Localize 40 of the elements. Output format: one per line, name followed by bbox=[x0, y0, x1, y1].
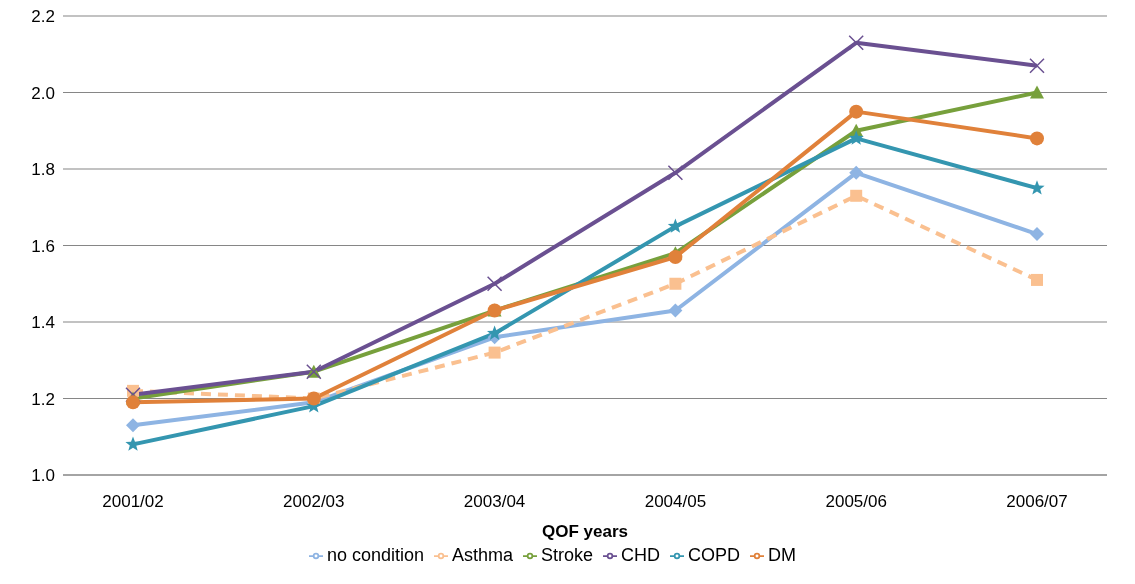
y-tick-label: 1.4 bbox=[31, 313, 55, 333]
point bbox=[849, 104, 864, 119]
y-tick-label: 1.6 bbox=[31, 236, 55, 256]
point bbox=[669, 277, 682, 290]
y-tick-label: 1.8 bbox=[31, 160, 55, 180]
point bbox=[1030, 227, 1044, 242]
point bbox=[848, 35, 864, 51]
legend-label: CHD bbox=[621, 545, 661, 565]
x-axis-title: QOF years bbox=[542, 522, 628, 541]
point bbox=[848, 130, 864, 145]
y-tick-label: 2.2 bbox=[31, 7, 55, 27]
x-tick-label: 2004/05 bbox=[644, 492, 707, 512]
y-tick-label: 1.0 bbox=[31, 466, 55, 486]
y-tick-label: 1.2 bbox=[31, 389, 55, 409]
point bbox=[486, 325, 503, 340]
point bbox=[1029, 57, 1045, 74]
x-tick-label: 2003/04 bbox=[463, 492, 526, 512]
legend-label: COPD bbox=[688, 545, 741, 565]
legend-label: DM bbox=[768, 545, 797, 565]
legend-label: Asthma bbox=[452, 545, 514, 565]
point bbox=[1030, 85, 1044, 99]
point bbox=[126, 395, 140, 410]
point bbox=[1031, 273, 1043, 286]
point bbox=[486, 276, 503, 292]
point bbox=[849, 165, 864, 180]
legend-label: no condition bbox=[326, 545, 424, 565]
x-tick-label: 2005/06 bbox=[825, 492, 887, 512]
legend-label: Stroke bbox=[541, 545, 594, 565]
point bbox=[668, 249, 683, 264]
point bbox=[488, 346, 501, 359]
x-tick-label: 2006/07 bbox=[1006, 492, 1068, 512]
x-tick-label: 2001/02 bbox=[102, 492, 164, 512]
point bbox=[668, 303, 683, 318]
point bbox=[667, 218, 684, 233]
point bbox=[667, 165, 684, 181]
x-tick-label: 2002/03 bbox=[283, 492, 345, 512]
point bbox=[1030, 131, 1044, 146]
y-tick-label: 2.0 bbox=[31, 83, 55, 103]
point bbox=[126, 418, 140, 433]
point bbox=[850, 189, 863, 202]
